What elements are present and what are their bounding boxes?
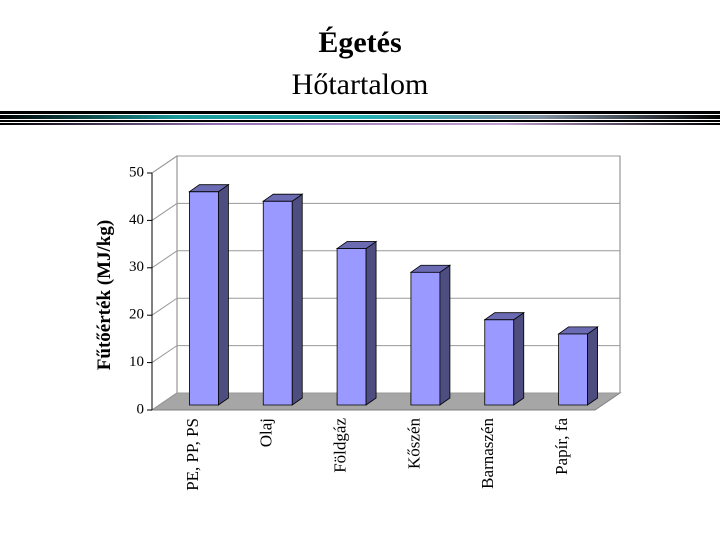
x-tick-label: Papír, fa (552, 418, 571, 475)
bar (261, 193, 304, 406)
x-tick-label: Barnaszén (478, 418, 497, 489)
back-wall (176, 155, 621, 394)
grid-line (151, 345, 620, 364)
grid-line (151, 392, 620, 411)
bar (557, 326, 599, 406)
bar-front (189, 191, 219, 406)
bar-top (335, 241, 378, 249)
bar (483, 311, 526, 406)
bar (409, 264, 452, 406)
bar-side (365, 240, 377, 406)
y-tick-label: 50 (129, 164, 144, 180)
bar-side (218, 183, 229, 406)
y-tick-label: 0 (137, 401, 145, 417)
bar-front (262, 200, 293, 406)
bar-top (557, 326, 599, 335)
bar-front (410, 271, 441, 406)
grid-line (151, 155, 620, 174)
bar-top (261, 193, 304, 202)
bar (188, 183, 230, 406)
bar (335, 240, 378, 406)
slide-subtitle: Hőtartalom (292, 68, 429, 101)
y-tick-label: 20 (129, 307, 144, 323)
x-tick-label: PE, PP, PS (183, 418, 202, 491)
x-tick-label: Olaj (257, 418, 276, 447)
bar-front (484, 319, 515, 406)
bar-front (336, 248, 367, 406)
grid-line (151, 250, 620, 269)
y-tick-label: 40 (129, 212, 144, 228)
y-tick-label: 30 (129, 259, 144, 275)
y-axis-label: Fűtőérték (MJ/kg) (94, 220, 115, 370)
x-tick-label: Földgáz (330, 418, 349, 473)
bar-side (291, 193, 303, 406)
bar-side (513, 311, 525, 406)
grid-line (151, 297, 620, 316)
header-rule (0, 111, 720, 125)
y-tick-label: 10 (129, 354, 144, 370)
bar-top (188, 184, 230, 193)
bar-side (439, 264, 451, 406)
bar-side (587, 326, 598, 406)
bar-top (483, 312, 526, 321)
grid-line (151, 202, 620, 221)
bar-front (558, 333, 588, 406)
bar-top (409, 264, 452, 273)
slide-title: Égetés (318, 26, 401, 59)
side-wall (151, 155, 178, 411)
x-tick-label: Kőszén (404, 418, 423, 469)
